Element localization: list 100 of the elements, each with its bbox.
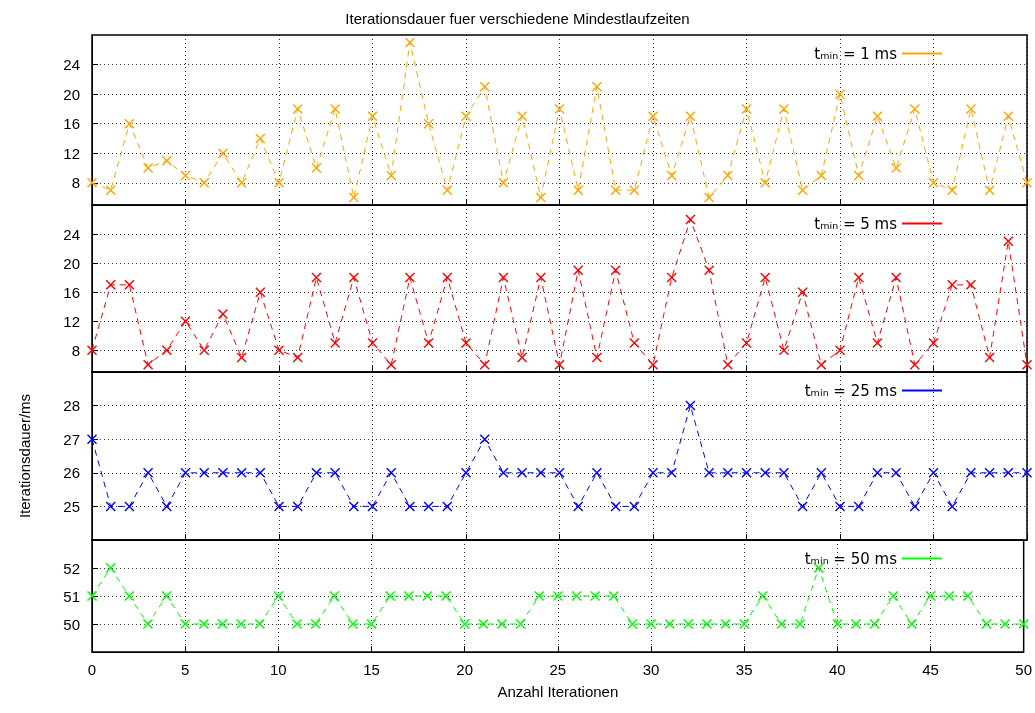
point [124, 279, 135, 290]
point [161, 345, 172, 356]
point [778, 345, 789, 356]
y-tick-label: 26 [63, 464, 80, 482]
point [816, 170, 827, 181]
point [367, 337, 378, 348]
point [255, 133, 266, 144]
point [236, 177, 247, 188]
point [459, 619, 470, 629]
point [906, 619, 917, 629]
point [105, 185, 116, 196]
point [947, 501, 958, 512]
point [741, 103, 752, 114]
point [760, 467, 771, 478]
point [254, 619, 265, 629]
point [161, 591, 172, 601]
point [554, 467, 565, 478]
point [461, 337, 471, 348]
point [947, 279, 958, 290]
point [704, 265, 715, 276]
point [760, 177, 771, 188]
legend-label: tₘᵢₙ = 50 ms [804, 549, 898, 568]
point [872, 467, 883, 478]
y-tick-label: 16 [63, 115, 80, 133]
point [835, 345, 845, 356]
point [292, 501, 303, 512]
point [124, 501, 135, 512]
point [423, 337, 434, 348]
point [739, 619, 750, 629]
point [348, 272, 359, 283]
point [666, 170, 677, 181]
point [311, 163, 322, 174]
point [403, 591, 414, 601]
point [441, 591, 452, 601]
point [105, 563, 116, 573]
point [274, 345, 284, 356]
point [535, 192, 546, 203]
y-tick-label: 52 [63, 559, 80, 577]
point [683, 619, 694, 629]
point [984, 185, 995, 196]
y-axis-title: Iterationsdauer/ms [16, 393, 33, 519]
y-tick-label: 12 [63, 144, 80, 162]
point [1018, 619, 1029, 629]
point [535, 467, 546, 478]
point [778, 467, 789, 478]
y-tick-label: 27 [63, 430, 80, 448]
point [741, 467, 752, 478]
point [105, 501, 116, 512]
point [442, 185, 453, 196]
point [835, 89, 845, 100]
point [87, 591, 97, 601]
point [274, 501, 284, 512]
legend-label: tₘᵢₙ = 5 ms [814, 214, 898, 233]
y-tick-label: 51 [63, 587, 80, 605]
point [367, 501, 378, 512]
point [143, 163, 154, 174]
point [180, 619, 191, 629]
point [666, 467, 677, 478]
point [778, 103, 789, 114]
point [217, 308, 228, 319]
point [610, 185, 621, 196]
y-tick-label: 12 [63, 312, 80, 330]
point [517, 467, 528, 478]
legend-label: tₘᵢₙ = 25 ms [804, 381, 898, 400]
point [479, 359, 490, 370]
point [928, 337, 939, 348]
point [685, 214, 696, 225]
point [255, 287, 266, 298]
point [404, 272, 415, 283]
point [891, 163, 902, 174]
point [571, 591, 582, 601]
point [925, 591, 936, 601]
y-tick-label: 8 [71, 174, 80, 192]
point [648, 467, 658, 478]
point [1022, 467, 1032, 478]
point [292, 352, 303, 363]
point [498, 467, 509, 478]
point [554, 103, 565, 114]
point [330, 103, 341, 114]
point [1003, 236, 1014, 247]
point [760, 272, 771, 283]
point [797, 185, 808, 196]
point [180, 170, 191, 181]
point [386, 359, 397, 370]
point [517, 352, 528, 363]
legend-label: tₘᵢₙ = 1 ms [814, 44, 898, 63]
point [591, 467, 602, 478]
point [813, 563, 824, 573]
point [909, 501, 920, 512]
point [704, 192, 715, 203]
point [720, 619, 731, 629]
y-tick-label: 20 [63, 254, 80, 272]
point [552, 591, 563, 601]
point [442, 501, 453, 512]
point [274, 177, 284, 188]
y-tick-label: 50 [63, 615, 80, 633]
point [236, 619, 247, 629]
x-tick-label: 30 [642, 661, 660, 678]
point [442, 272, 453, 283]
x-tick-label: 45 [922, 661, 939, 678]
